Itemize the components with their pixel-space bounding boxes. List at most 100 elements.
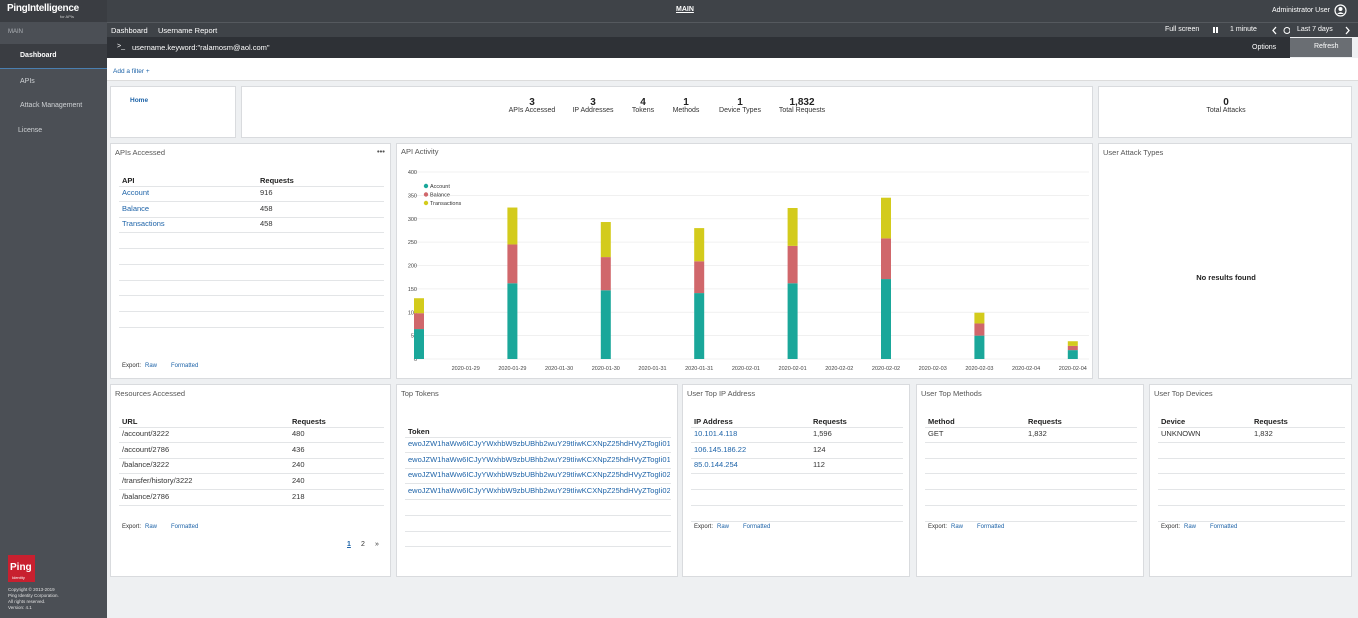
breadcrumb: Username Report [158,26,218,35]
main-tab[interactable]: MAIN [676,6,694,13]
cell[interactable]: ewoJZW1haWw6ICJyYWxhbW9zbUBhb2wuY29tIiwK… [408,470,670,480]
fullscreen[interactable]: Full screen [1165,26,1200,33]
refresh[interactable]: Refresh [1314,43,1339,50]
query-text[interactable]: username.keyword:"ralamosm@aol.com" [132,43,270,52]
row-divider [925,442,1137,443]
row-divider [405,452,671,453]
cell: UNKNOWN [1161,429,1201,438]
page-link[interactable]: » [375,541,379,548]
cell: 218 [292,491,305,501]
home-link[interactable]: Home [130,97,149,104]
x-tick-label: 2020-01-30 [545,366,573,372]
bar-segment [694,228,705,262]
time-icons[interactable] [1210,26,1290,35]
cell[interactable]: Balance [122,203,150,213]
row-divider [405,499,671,501]
row-divider [119,216,384,218]
cell: 240 [292,476,305,486]
cell: /account/2786 [122,444,170,454]
ping-logo-box [8,555,35,582]
panel-menu[interactable]: ••• [377,147,385,156]
copyright-line: Ping Identity Corporation. [8,593,59,598]
row-divider [1158,427,1345,428]
bar-segment [507,244,518,284]
x-tick-label: 2020-01-29 [452,366,480,372]
page-link[interactable]: 2 [361,541,365,548]
export-raw[interactable]: Raw [145,524,158,530]
export-formatted[interactable]: Formatted [171,524,199,530]
range[interactable]: Last 7 days [1297,26,1333,33]
next-icon[interactable] [1344,26,1352,35]
bar-segment [1067,341,1078,346]
cell[interactable]: 85.0.144.254 [694,460,738,470]
x-tick-label: 2020-02-01 [732,366,760,372]
row-divider [119,442,384,443]
export-raw[interactable]: Raw [145,363,158,369]
export-formatted[interactable]: Formatted [171,363,199,369]
cell: 458 [260,203,273,213]
nav-item[interactable]: License [18,127,43,134]
copyright-line: Version: 4.1 [8,605,32,610]
export-raw[interactable]: Raw [1184,524,1197,530]
bar-segment [507,207,518,245]
cell[interactable]: Account [122,188,150,197]
export-formatted[interactable]: Formatted [977,524,1005,530]
row-divider [925,427,1137,428]
row-divider [119,473,384,475]
cell: /account/3222 [122,429,170,438]
column-header: URL [122,417,138,426]
cell: 112 [813,460,825,470]
copyright-line: All rights reserved. [8,599,46,604]
nav-item[interactable]: APIs [20,78,35,85]
stat-value: 3 [529,97,535,108]
stat-value: 1 [737,97,743,108]
export-raw[interactable]: Raw [951,524,964,530]
export-raw[interactable]: Raw [717,524,730,530]
row-divider [119,201,384,202]
interval[interactable]: 1 minute [1230,26,1257,33]
row-divider [119,504,384,506]
cell[interactable]: ewoJZW1haWw6ICJyYWxhbW9zbUBhb2wuY29tIiwK… [408,439,670,448]
export-formatted[interactable]: Formatted [743,524,771,530]
user-icon[interactable] [1334,4,1347,17]
y-tick-label: 100 [408,310,417,316]
stat-value: 4 [640,97,646,108]
cell[interactable]: 10.101.4.118 [694,429,738,438]
cell[interactable]: ewoJZW1haWw6ICJyYWxhbW9zbUBhb2wuY29tIiwK… [408,454,670,464]
breadcrumb[interactable]: Dashboard [111,26,148,35]
export-formatted[interactable]: Formatted [1210,524,1238,530]
panel-title: Resources Accessed [115,389,186,398]
cell[interactable]: 106.145.186.22 [694,444,747,454]
brand-area [0,0,107,22]
legend-swatch [423,200,429,206]
top-bar [107,0,1358,37]
row-divider [119,310,384,312]
user-name[interactable]: Administrator User [1272,7,1330,14]
page-link[interactable]: 1 [347,541,351,548]
nav-active-bg [0,44,107,69]
cell[interactable]: Transactions [122,219,165,229]
y-tick-label: 50 [411,334,417,340]
nav-item[interactable]: Dashboard [20,52,57,59]
methods-panel: User Top Methods Method Requests GET 1,832 Ex… [916,384,1144,577]
row-divider [119,263,384,265]
bar-segment [600,257,611,291]
refresh-button[interactable] [1290,38,1352,57]
cell[interactable]: ewoJZW1haWw6ICJyYWxhbW9zbUBhb2wuY29tIiwK… [408,486,670,496]
panel-title: User Top Methods [921,389,982,398]
nav-item[interactable]: Attack Management [20,102,83,109]
y-tick-label: 0 [414,357,417,363]
row-divider [119,326,384,328]
row-divider [1158,457,1345,459]
logo-sub: Identity [12,575,25,580]
chart-title: API Activity [401,147,439,156]
add-filter[interactable]: Add a filter + [113,68,150,75]
options[interactable]: Options [1252,44,1277,51]
x-tick-label: 2020-02-04 [1059,366,1087,372]
column-header: API [122,176,135,185]
sidebar: PingIntelligence for APIs MAIN Dashboard API… [0,0,107,618]
chart: API Activity 0 50 100 150 200 250 300 350 400 2020… [401,147,1089,372]
row-divider [405,530,671,532]
panel-title: User Top Devices [1154,389,1213,398]
